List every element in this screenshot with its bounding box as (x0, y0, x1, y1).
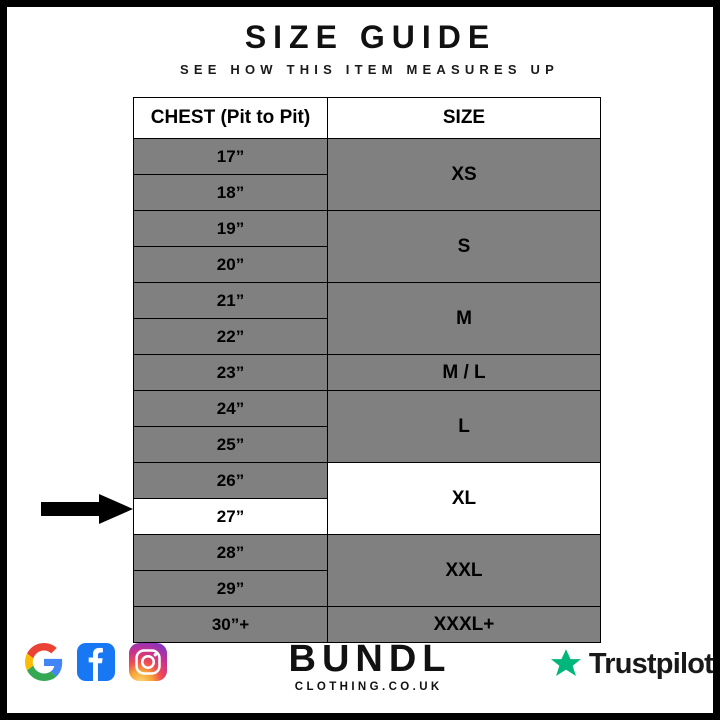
chest-cell: 24” (133, 390, 328, 427)
trustpilot-label: Trustpilot (588, 647, 714, 680)
chest-cell: 28” (133, 534, 328, 571)
chest-cell: 26” (133, 462, 328, 499)
facebook-icon[interactable] (77, 643, 115, 681)
brand-logo: BUNDL CLOTHING.CO.UK (7, 639, 720, 695)
column-header-chest: CHEST (Pit to Pit) (133, 97, 328, 139)
table-body: 17” XS 18” 19” S 20” 21” M 22” 23” M / L 24” L 25” 26”… (133, 138, 601, 643)
size-cell: M (327, 282, 601, 355)
chest-cell: 17” (133, 138, 328, 175)
chest-cell: 23” (133, 354, 328, 391)
table-row: 25” (133, 426, 601, 463)
table-row: 23” M / L (133, 354, 601, 391)
chest-cell: 21” (133, 282, 328, 319)
table-row: 17” XS (133, 138, 601, 211)
footer: BUNDL CLOTHING.CO.UK Trustpilot (7, 639, 720, 699)
column-header-size: SIZE (327, 97, 601, 139)
chest-cell: 25” (133, 426, 328, 463)
size-cell: XXL (327, 534, 601, 607)
page-title: SIZE GUIDE (244, 19, 497, 55)
brand-name: BUNDL (288, 638, 452, 680)
trustpilot-badge[interactable]: Trustpilot (549, 647, 714, 681)
chest-cell: 18” (133, 174, 328, 211)
size-cell: XL (327, 462, 601, 535)
brand-domain: CLOTHING.CO.UK (294, 681, 443, 693)
chest-cell: 19” (133, 210, 328, 247)
table-row: 18” (133, 174, 601, 211)
highlight-arrow-icon (41, 494, 133, 524)
size-cell: S (327, 210, 601, 283)
chest-cell: 27” (133, 498, 328, 535)
table-row: 19” S (133, 210, 601, 283)
instagram-icon[interactable] (129, 643, 167, 681)
table-row: 29” (133, 570, 601, 607)
table-row: 26” XL (133, 462, 601, 535)
chest-cell: 29” (133, 570, 328, 607)
table-row: 28” XXL (133, 534, 601, 607)
google-icon[interactable] (25, 643, 63, 681)
table-row: 30”+ XXXL+ (133, 606, 601, 643)
table-row: 24” L (133, 390, 601, 463)
chest-cell: 20” (133, 246, 328, 283)
chest-cell: 30”+ (133, 606, 328, 643)
page-subtitle: SEE HOW THIS ITEM MEASURES UP (179, 62, 560, 77)
table-row: 20” (133, 246, 601, 283)
table-header-row: CHEST (Pit to Pit) SIZE (133, 97, 601, 139)
chest-cell: 22” (133, 318, 328, 355)
size-cell: XS (327, 138, 601, 211)
trustpilot-star-icon (550, 649, 581, 677)
size-cell: L (327, 390, 601, 463)
size-cell: XXXL+ (327, 606, 601, 643)
social-links (25, 643, 167, 681)
table-row: 27” (133, 498, 601, 535)
size-chart-table: CHEST (Pit to Pit) SIZE 17” XS 18” 19” S 20” 2… (133, 97, 601, 643)
size-cell: M / L (327, 354, 601, 391)
table-row: 21” M (133, 282, 601, 355)
